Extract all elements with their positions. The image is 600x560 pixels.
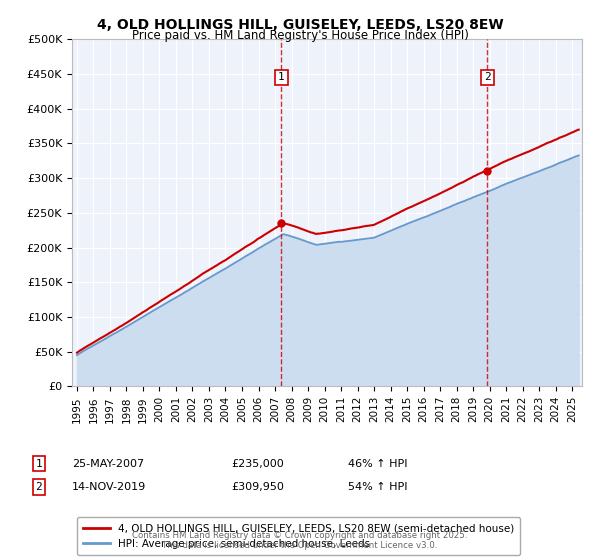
Text: 14-NOV-2019: 14-NOV-2019 [72,482,146,492]
Text: 54% ↑ HPI: 54% ↑ HPI [348,482,407,492]
Text: 1: 1 [278,72,285,82]
Text: Contains HM Land Registry data © Crown copyright and database right 2025.
This d: Contains HM Land Registry data © Crown c… [132,530,468,550]
Text: 4, OLD HOLLINGS HILL, GUISELEY, LEEDS, LS20 8EW: 4, OLD HOLLINGS HILL, GUISELEY, LEEDS, L… [97,18,503,32]
Text: £309,950: £309,950 [231,482,284,492]
Text: Price paid vs. HM Land Registry's House Price Index (HPI): Price paid vs. HM Land Registry's House … [131,29,469,42]
Text: 2: 2 [484,72,491,82]
Text: 46% ↑ HPI: 46% ↑ HPI [348,459,407,469]
Text: 1: 1 [35,459,43,469]
Text: £235,000: £235,000 [231,459,284,469]
Text: 2: 2 [35,482,43,492]
Text: 25-MAY-2007: 25-MAY-2007 [72,459,144,469]
Legend: 4, OLD HOLLINGS HILL, GUISELEY, LEEDS, LS20 8EW (semi-detached house), HPI: Aver: 4, OLD HOLLINGS HILL, GUISELEY, LEEDS, L… [77,517,520,555]
